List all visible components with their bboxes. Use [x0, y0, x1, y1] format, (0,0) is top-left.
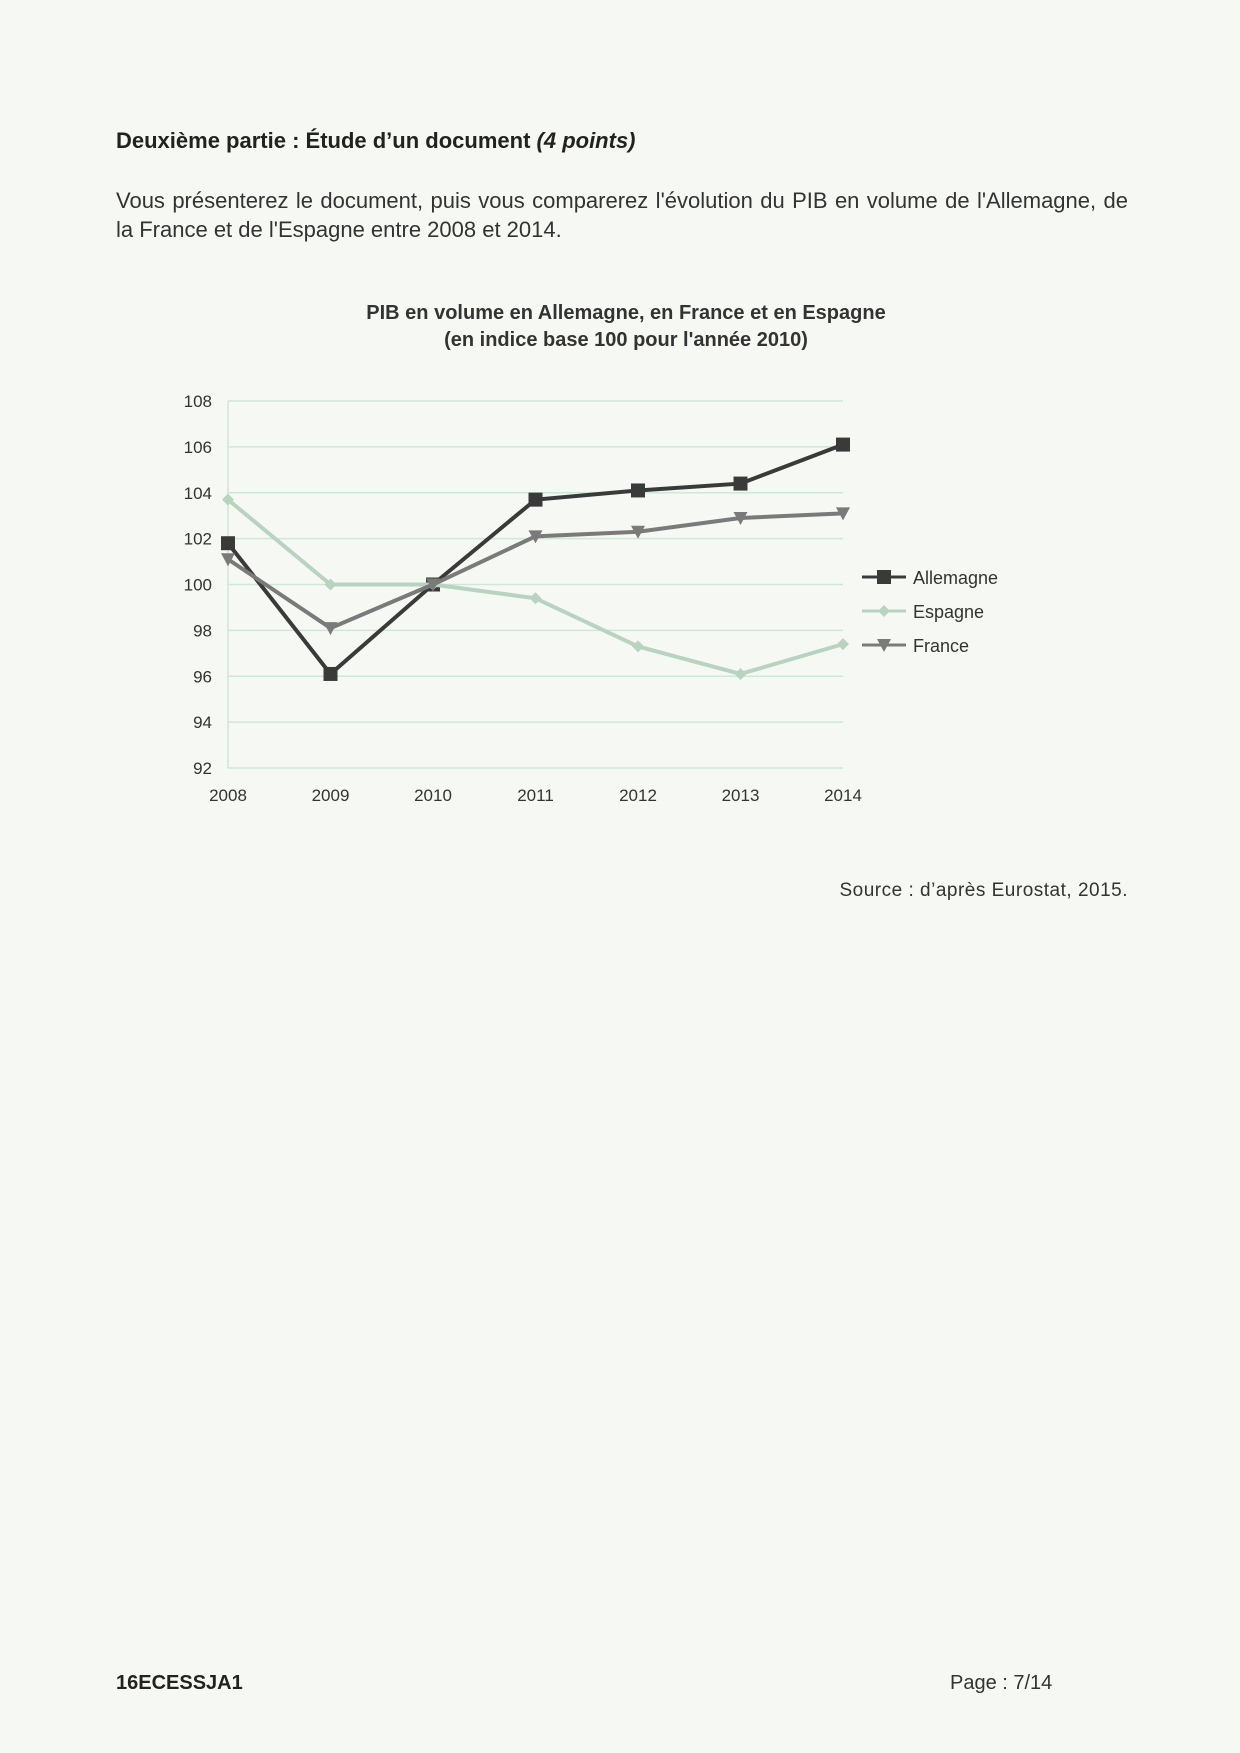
point-france [426, 578, 440, 592]
point-espagne [529, 592, 542, 605]
x-tick-label: 2014 [824, 786, 862, 805]
line-chart: 92 94 96 98 100 102 104 106 108 2008 2009 2010 2011 2… [184, 392, 998, 805]
point-france [528, 530, 543, 544]
point-france [221, 553, 235, 567]
legend-marker-espagne [878, 605, 890, 617]
y-tick-label: 100 [184, 576, 212, 595]
legend-label-france: France [913, 636, 969, 656]
x-tick-label: 2009 [312, 786, 350, 805]
series-line-allemagne [226, 442, 844, 677]
point-allemagne [528, 492, 543, 507]
point-france [836, 507, 850, 521]
heading-points: (4 points) [536, 128, 636, 153]
y-tick-label: 106 [184, 438, 212, 457]
instructions: Vous présenterez le document, puis vous … [116, 188, 1128, 242]
point-espagne [632, 640, 644, 653]
legend-marker-allemagne [877, 570, 891, 584]
y-tick-label: 108 [184, 392, 212, 411]
x-tick-label: 2012 [619, 786, 657, 805]
point-allemagne [323, 666, 338, 681]
point-espagne [837, 638, 849, 651]
point-espagne [324, 578, 337, 591]
y-tick-label: 104 [184, 484, 212, 503]
point-france [631, 525, 645, 539]
y-tick-label: 94 [193, 713, 212, 732]
section-heading: Deuxième partie : Étude d’un document (4… [116, 128, 636, 154]
point-allemagne [631, 483, 645, 498]
point-france [733, 511, 748, 525]
chart-subtitle: (en indice base 100 pour l'année 2010) [444, 329, 808, 351]
chart-title: PIB en volume en Allemagne, en France et… [366, 302, 886, 324]
y-tick-label: 96 [193, 667, 212, 686]
y-tick-label: 92 [193, 759, 212, 778]
x-tick-label: 2011 [517, 786, 554, 805]
point-allemagne [221, 536, 235, 551]
point-espagne [222, 493, 234, 506]
legend-label-espagne: Espagne [913, 602, 984, 622]
chart-title-block: PIB en volume en Allemagne, en France et… [226, 300, 1026, 354]
y-tick-label: 98 [193, 621, 212, 640]
page-number: Page : 7/14 [950, 1672, 1053, 1694]
source-note: Source : d’après Eurostat, 2015. [839, 880, 1128, 901]
heading-text: Deuxième partie : Étude d’un document [116, 128, 537, 153]
x-tick-label: 2008 [209, 786, 247, 805]
legend-marker-france [877, 639, 891, 652]
series-line-espagne [226, 498, 844, 677]
point-allemagne [733, 476, 748, 491]
legend-label-allemagne: Allemagne [913, 568, 998, 588]
document-code: 16ECESSJA1 [116, 1672, 243, 1694]
point-france [323, 622, 338, 636]
point-espagne [734, 667, 747, 680]
x-tick-label: 2013 [722, 786, 760, 805]
point-allemagne [836, 437, 850, 452]
y-tick-label: 102 [184, 530, 212, 549]
x-tick-label: 2010 [414, 786, 452, 805]
